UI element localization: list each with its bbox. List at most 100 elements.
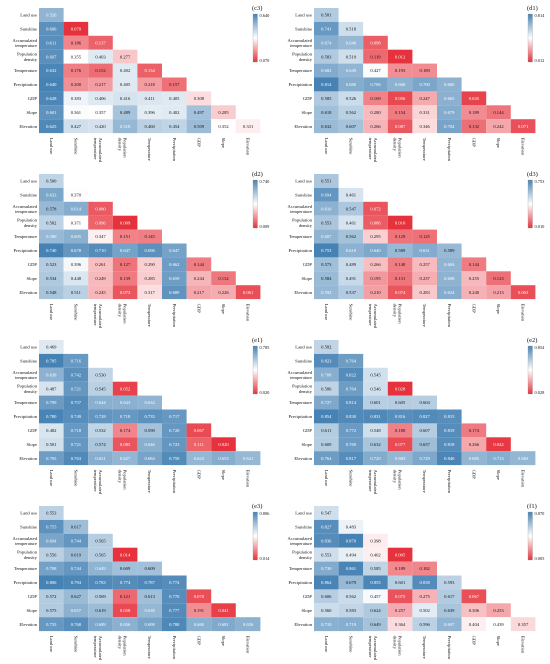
cell-value: 0.086 [370,220,381,225]
heatmap-cell [387,271,413,286]
row-label: Precipitation [289,580,313,585]
heatmap-cell [338,119,364,134]
heatmap-cell [338,187,364,202]
cell-value: 0.769 [346,442,357,447]
row-label: Elevation [294,456,312,461]
cell-value: 0.548 [46,290,57,295]
heatmap-cell [387,77,413,92]
heatmap-cell [63,575,89,590]
column-label: Elevation [521,304,526,322]
column-label: Precipitation [447,636,452,660]
cell-value: 0.584 [321,276,332,281]
row-label: Elevation [19,124,37,129]
colorbar [527,179,533,229]
cell-value: 0.020 [218,442,229,447]
cell-value: 0.398 [370,538,381,543]
cell-value: 0.277 [120,54,131,59]
cell-value: 0.735 [46,622,57,627]
heatmap-cell [338,229,364,244]
cell-value: 0.640 [46,82,57,87]
heatmap-cell [88,201,113,216]
column-label: Elevation [521,636,526,654]
heatmap-cell [314,409,339,424]
cell-value: 0.072 [370,206,381,211]
heatmap-cell [363,561,388,576]
cell-value: 0.067 [469,594,480,599]
heatmap-cell [338,617,364,632]
heatmap-cell [112,451,138,466]
column-label: Populationdensity [118,470,128,491]
column-label: Precipitation [172,138,177,162]
cell-value: 0.217 [194,290,205,295]
heatmap-cell [510,285,536,300]
cell-value: 0.012 [395,54,406,59]
row-label: Slope [302,608,312,613]
heatmap-cell [387,603,413,618]
heatmap-svg: Land use Sunshine Accumulated temperature Po… [288,5,546,163]
heatmap-cell [314,451,339,466]
cell-value: 0.785 [46,358,57,363]
cell-value: 0.854 [321,414,332,419]
heatmap-svg: Land use Sunshine Accumulated temperature Po… [13,337,271,495]
row-label: Population density [17,52,38,62]
heatmap-cell [338,589,364,604]
cell-value: 0.080 [95,206,106,211]
heatmap-cell [63,215,89,230]
cell-value: 0.614 [71,206,82,211]
heatmap-cell [387,451,413,466]
cell-value: 0.704 [444,124,455,129]
cell-value: 0.753 [321,248,332,253]
heatmap-cell [363,49,388,64]
heatmap-cell [510,119,536,134]
column-label: Temperature [422,470,427,493]
row-label: Sunshine [295,524,312,529]
cell-value: 0.144 [194,262,205,267]
cell-value: 0.744 [71,566,82,571]
cell-value: 0.139 [120,276,131,281]
cell-value: 0.545 [95,386,106,391]
cell-value: 0.186 [71,40,82,45]
heatmap-cell [437,257,462,272]
cell-value: 0.331 [420,110,431,115]
cell-value: 0.255 [469,276,480,281]
heatmap-cell [211,437,236,452]
heatmap-cell [314,381,339,396]
cell-value: 0.717 [169,414,180,419]
cell-value: 0.585 [321,96,332,101]
row-label: Elevation [19,290,37,295]
cell-value: 0.818 [444,442,455,447]
heatmap-cell [186,589,212,604]
column-label: Sunshine [348,304,353,321]
column-label: Land use [324,636,329,653]
heatmap-cell [186,437,212,452]
cell-value: 0.285 [218,110,229,115]
cell-value: 0.500 [46,179,57,184]
heatmap-cell [437,77,462,92]
row-label: Temperature [14,400,37,405]
heatmap-cell [63,423,89,438]
cell-value: 0.610 [346,248,357,253]
heatmap-cell [63,437,89,452]
cell-value: 0.357 [518,622,529,627]
cell-value: 0.070 [71,26,82,31]
heatmap-svg: Land use Sunshine Accumulated temperature Po… [288,171,546,329]
heatmap-cell [363,77,388,92]
cell-value: 0.502 [420,608,431,613]
row-label: GDP [28,96,38,101]
heatmap-cell [211,617,236,632]
heatmap-cell [186,285,212,300]
cell-value: 0.077 [395,442,406,447]
cell-value: 0.601 [395,580,406,585]
cell-value: 0.827 [321,524,332,529]
cell-value: 0.547 [346,206,357,211]
heatmap-cell [162,243,187,258]
heatmap-cell [461,257,487,272]
column-label: Elevation [521,138,526,156]
cell-value: 0.700 [420,82,431,87]
row-label: Elevation [19,622,37,627]
row-label: Population density [292,52,313,62]
cell-value: 0.045 [469,96,480,101]
heatmap-cell [387,285,413,300]
heatmap-cell [314,617,339,632]
heatmap-cell [235,119,261,134]
